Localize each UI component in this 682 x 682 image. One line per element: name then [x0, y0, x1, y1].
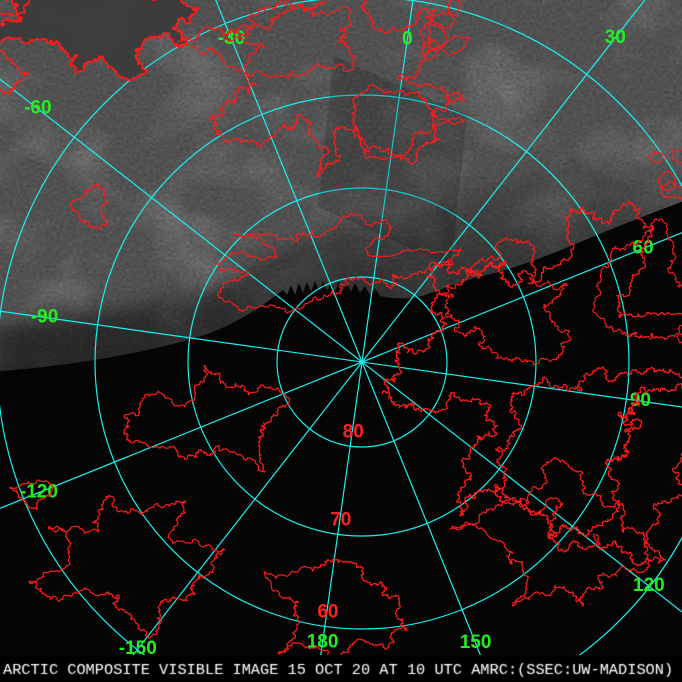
svg-text:180: 180	[307, 631, 339, 652]
svg-text:30: 30	[605, 27, 626, 48]
svg-text:-90: -90	[31, 306, 58, 327]
svg-text:150: 150	[460, 632, 492, 653]
svg-text:60: 60	[317, 602, 338, 623]
svg-text:-60: -60	[24, 98, 51, 119]
svg-text:0: 0	[402, 29, 413, 50]
svg-text:120: 120	[633, 575, 665, 596]
svg-text:70: 70	[330, 509, 351, 530]
svg-text:80: 80	[343, 421, 364, 442]
